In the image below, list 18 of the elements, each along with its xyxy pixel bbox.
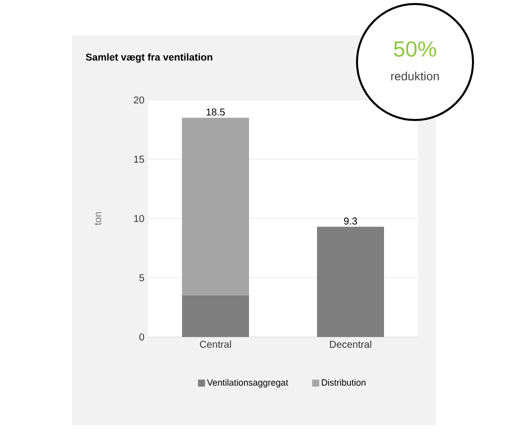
y-tick-label: 10 bbox=[134, 214, 144, 222]
y-tick-label: 5 bbox=[139, 274, 144, 282]
total-label: 9.3 bbox=[344, 218, 357, 225]
text: 50% bbox=[394, 41, 436, 57]
x-tick-label: Decentral bbox=[330, 340, 372, 348]
bar bbox=[182, 296, 250, 337]
chart-title: Samlet vægt fra ventilation bbox=[86, 53, 212, 63]
y-axis-title: ton bbox=[94, 212, 102, 226]
y-tick-label: 20 bbox=[134, 96, 144, 104]
legend-label: Ventilationsaggregat bbox=[207, 379, 288, 388]
bar bbox=[317, 226, 384, 337]
total-label: 18.5 bbox=[206, 108, 225, 116]
y-tick-label: 0 bbox=[139, 333, 144, 341]
x-tick-label: Central bbox=[200, 340, 231, 348]
legend-label: Distribution bbox=[322, 379, 366, 386]
y-tick-label: 15 bbox=[134, 156, 144, 163]
bar bbox=[182, 118, 250, 296]
text: reduktion bbox=[391, 72, 439, 80]
